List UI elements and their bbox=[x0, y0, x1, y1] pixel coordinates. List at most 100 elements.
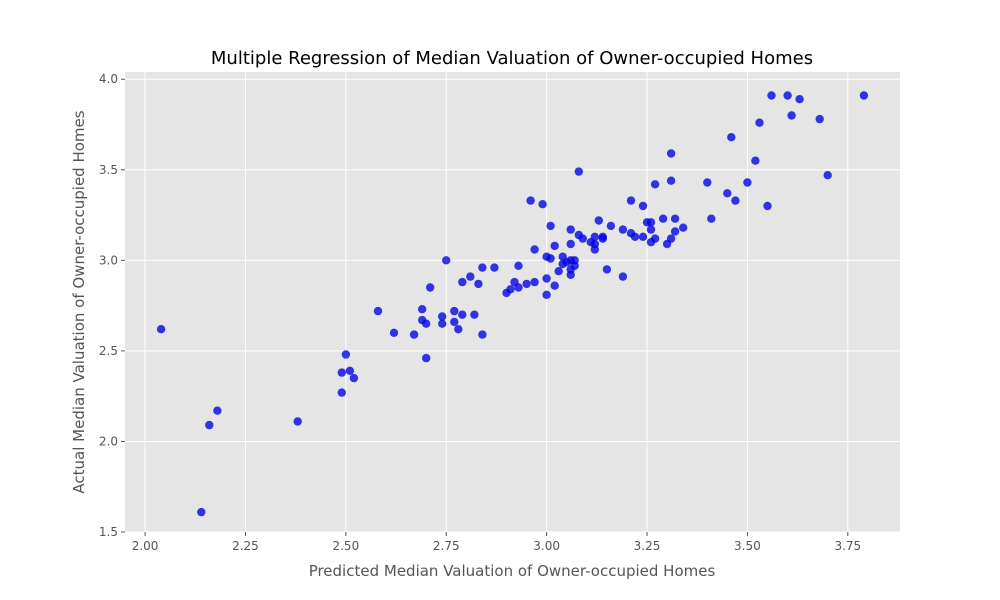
data-point bbox=[450, 306, 459, 316]
grid-lines bbox=[125, 72, 900, 533]
data-point bbox=[646, 218, 656, 227]
data-point bbox=[530, 245, 539, 254]
data-point bbox=[570, 256, 579, 265]
data-point bbox=[590, 232, 599, 241]
data-point bbox=[859, 91, 869, 100]
x-tick-label: 3.75 bbox=[834, 539, 861, 553]
data-point bbox=[514, 283, 523, 292]
data-point bbox=[426, 283, 435, 292]
data-point bbox=[815, 114, 824, 124]
data-point bbox=[490, 263, 499, 272]
data-point bbox=[679, 223, 688, 232]
data-point bbox=[293, 417, 302, 426]
y-tick-label: 2.5 bbox=[99, 344, 118, 358]
chart-title: Multiple Regression of Median Valuation … bbox=[211, 48, 813, 69]
data-point bbox=[626, 196, 636, 205]
data-point bbox=[389, 328, 399, 337]
x-tick-label: 3.00 bbox=[533, 539, 560, 553]
data-point bbox=[514, 261, 523, 270]
data-point bbox=[550, 281, 559, 290]
data-point bbox=[727, 133, 736, 142]
data-point bbox=[638, 232, 648, 241]
data-point bbox=[703, 178, 712, 187]
y-tick-label: 2.0 bbox=[99, 434, 118, 448]
data-point bbox=[546, 254, 555, 263]
data-point bbox=[542, 274, 551, 283]
x-tick-label: 2.75 bbox=[433, 539, 460, 553]
data-point bbox=[646, 225, 656, 234]
y-tick-label: 3.5 bbox=[99, 163, 118, 177]
y-tick-label: 3.0 bbox=[99, 253, 118, 267]
data-point bbox=[454, 325, 463, 334]
data-point bbox=[458, 277, 467, 287]
data-point bbox=[450, 317, 459, 327]
data-point bbox=[422, 319, 431, 328]
data-point bbox=[823, 171, 832, 180]
data-point bbox=[422, 353, 431, 363]
data-point bbox=[538, 200, 547, 209]
data-point bbox=[787, 111, 796, 120]
data-point bbox=[438, 319, 447, 328]
data-point bbox=[590, 239, 599, 249]
data-point bbox=[478, 330, 487, 339]
y-axis-label: Actual Median Valuation of Owner-occupie… bbox=[70, 110, 88, 493]
data-point bbox=[630, 232, 640, 241]
data-point bbox=[522, 279, 531, 289]
data-point bbox=[542, 290, 551, 299]
data-point bbox=[478, 263, 487, 272]
y-tick-label: 1.5 bbox=[99, 525, 118, 539]
x-tick-label: 3.25 bbox=[634, 539, 661, 553]
x-axis-label: Predicted Median Valuation of Owner-occu… bbox=[309, 562, 716, 580]
data-point bbox=[743, 178, 752, 187]
data-point bbox=[670, 227, 680, 236]
data-point bbox=[474, 279, 483, 289]
data-points bbox=[156, 91, 869, 517]
data-point bbox=[598, 234, 607, 243]
data-point bbox=[337, 388, 346, 397]
data-point bbox=[666, 234, 676, 243]
data-point bbox=[767, 91, 776, 100]
data-point bbox=[755, 118, 764, 127]
data-point bbox=[650, 234, 660, 243]
data-point bbox=[345, 366, 355, 375]
data-point bbox=[670, 214, 680, 223]
data-point bbox=[638, 201, 648, 211]
data-point bbox=[530, 277, 539, 287]
data-point bbox=[658, 214, 668, 223]
data-point bbox=[546, 221, 555, 231]
data-point bbox=[458, 310, 467, 319]
data-point bbox=[618, 272, 628, 281]
data-point bbox=[618, 225, 628, 234]
data-point bbox=[566, 225, 575, 234]
data-point bbox=[795, 95, 804, 104]
data-point bbox=[337, 368, 346, 377]
data-point bbox=[409, 330, 419, 339]
data-point bbox=[751, 156, 760, 165]
data-point bbox=[666, 176, 676, 185]
data-point bbox=[470, 310, 479, 319]
y-tick-label: 4.0 bbox=[99, 72, 118, 86]
data-point bbox=[156, 325, 166, 334]
data-point bbox=[566, 239, 575, 249]
data-point bbox=[526, 196, 535, 205]
data-point bbox=[707, 214, 716, 223]
data-point bbox=[783, 91, 792, 100]
data-point bbox=[666, 149, 676, 158]
data-point bbox=[213, 406, 222, 415]
data-point bbox=[466, 272, 475, 281]
axis-ticks: 2.00 2.25 2.50 2.75 3.00 3.25 3.50 3.75 1.5 2.0 2.… bbox=[99, 72, 861, 553]
data-point bbox=[373, 306, 383, 316]
data-point bbox=[349, 373, 359, 383]
x-tick-label: 3.50 bbox=[734, 539, 761, 553]
x-tick-label: 2.50 bbox=[332, 539, 359, 553]
data-point bbox=[418, 305, 427, 314]
data-point bbox=[578, 234, 587, 243]
data-point bbox=[574, 167, 583, 176]
data-point bbox=[197, 507, 206, 517]
data-point bbox=[442, 256, 451, 265]
data-point bbox=[341, 350, 351, 359]
data-point bbox=[606, 221, 616, 231]
x-tick-label: 2.25 bbox=[232, 539, 259, 553]
data-point bbox=[723, 189, 732, 198]
